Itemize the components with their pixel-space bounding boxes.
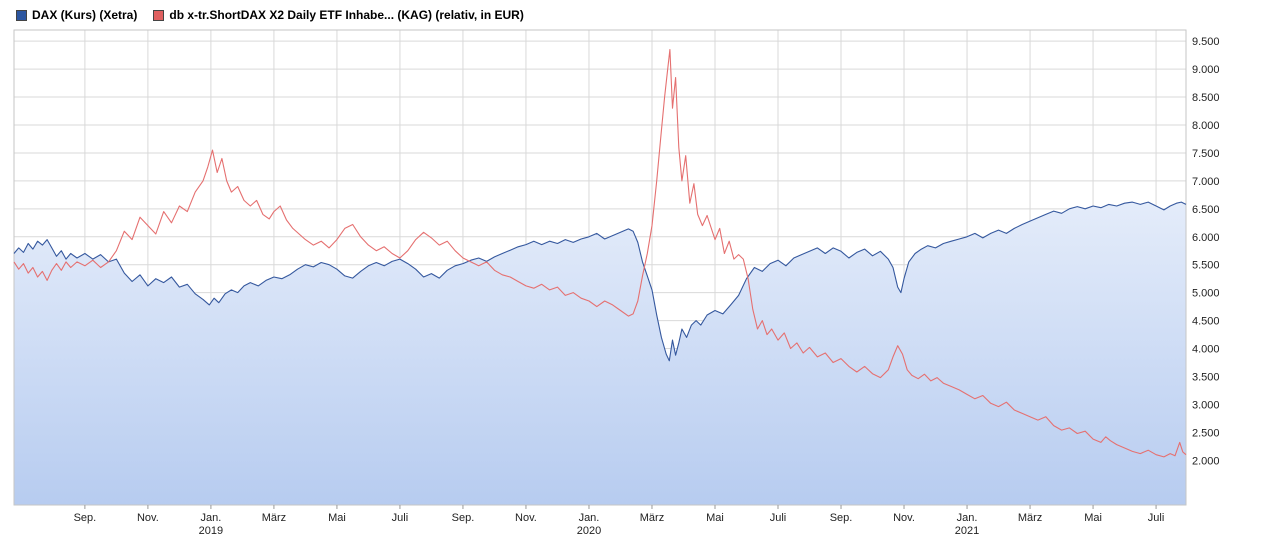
- x-tick-label: Jan.: [201, 512, 222, 524]
- etf-line: [13, 49, 1187, 458]
- x-tick-label: Nov.: [515, 512, 537, 524]
- x-tick-label: März: [1018, 512, 1042, 524]
- x-tick-year-label: 2020: [577, 525, 601, 537]
- legend-item-shortdax-etf[interactable]: db x-tr.ShortDAX X2 Daily ETF Inhabe... …: [153, 8, 524, 22]
- y-tick-label: 5.000: [1192, 288, 1220, 300]
- x-tick-label: Mai: [1084, 512, 1102, 524]
- y-tick-label: 3.500: [1192, 371, 1220, 383]
- y-tick-label: 8.500: [1192, 92, 1220, 104]
- x-tick-label: Juli: [770, 512, 787, 524]
- y-tick-label: 7.000: [1192, 176, 1220, 188]
- y-tick-label: 9.000: [1192, 64, 1220, 76]
- x-tick-label: Jan.: [579, 512, 600, 524]
- y-tick-label: 9.500: [1192, 36, 1220, 48]
- x-tick-label: Juli: [1148, 512, 1165, 524]
- x-tick-label: März: [262, 512, 286, 524]
- plot-border: [13, 29, 1187, 506]
- dax-series-swatch-icon: [16, 9, 27, 21]
- y-tick-label: 2.500: [1192, 427, 1220, 439]
- y-tick-label: 4.500: [1192, 316, 1220, 328]
- x-tick-label: Mai: [706, 512, 724, 524]
- dax-line: [13, 201, 1187, 362]
- y-tick-label: 6.000: [1192, 232, 1220, 244]
- legend-label-dax: DAX (Kurs) (Xetra): [32, 8, 138, 22]
- x-tick-label: Sep.: [830, 512, 853, 524]
- y-tick-label: 7.500: [1192, 148, 1220, 160]
- y-tick-label: 8.000: [1192, 120, 1220, 132]
- legend-item-dax[interactable]: DAX (Kurs) (Xetra): [16, 8, 137, 22]
- x-tick-year-label: 2021: [955, 525, 979, 537]
- y-tick-label: 6.500: [1192, 204, 1220, 216]
- dax-area-fill: [14, 202, 1186, 505]
- etf-series-swatch-icon: [153, 9, 165, 21]
- x-tick-label: Jan.: [957, 512, 978, 524]
- x-tick-label: Mai: [328, 512, 346, 524]
- y-tick-label: 2.000: [1192, 455, 1220, 467]
- x-tick-label: Nov.: [893, 512, 915, 524]
- x-tick-year-label: 2019: [199, 525, 223, 537]
- y-tick-label: 4.000: [1192, 344, 1220, 356]
- chart-legend: DAX (Kurs) (Xetra) db x-tr.ShortDAX X2 D…: [16, 8, 524, 22]
- x-tick-label: Juli: [392, 512, 409, 524]
- x-tick-label: Sep.: [74, 512, 97, 524]
- y-tick-label: 5.500: [1192, 260, 1220, 272]
- legend-label-shortdax-etf: db x-tr.ShortDAX X2 Daily ETF Inhabe... …: [169, 8, 524, 22]
- x-tick-label: Sep.: [452, 512, 475, 524]
- x-tick-label: März: [640, 512, 664, 524]
- y-tick-label: 3.000: [1192, 399, 1220, 411]
- x-tick-label: Nov.: [137, 512, 159, 524]
